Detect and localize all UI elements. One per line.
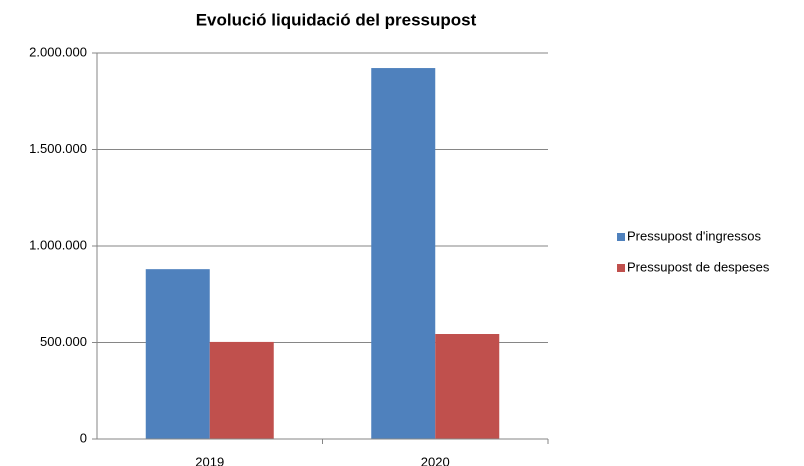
x-tick-label: 2019: [195, 454, 224, 466]
legend-label: Pressupost de despeses: [627, 259, 770, 274]
chart-title: Evolució liquidació del pressupost: [196, 10, 477, 29]
legend-swatch: [617, 233, 625, 241]
legend-swatch: [617, 264, 625, 272]
y-tick-label: 2.000.000: [29, 44, 87, 59]
y-tick-label: 1.500.000: [29, 141, 87, 156]
y-tick-label: 1.000.000: [29, 237, 87, 252]
bar: [145, 269, 210, 439]
bar: [435, 334, 500, 439]
y-tick-label: 0: [80, 430, 87, 445]
bar: [371, 68, 436, 439]
x-tick-label: 2020: [421, 454, 450, 466]
bar: [209, 341, 274, 439]
y-tick-label: 500.000: [40, 334, 87, 349]
legend-label: Pressupost d'ingressos: [627, 228, 761, 243]
